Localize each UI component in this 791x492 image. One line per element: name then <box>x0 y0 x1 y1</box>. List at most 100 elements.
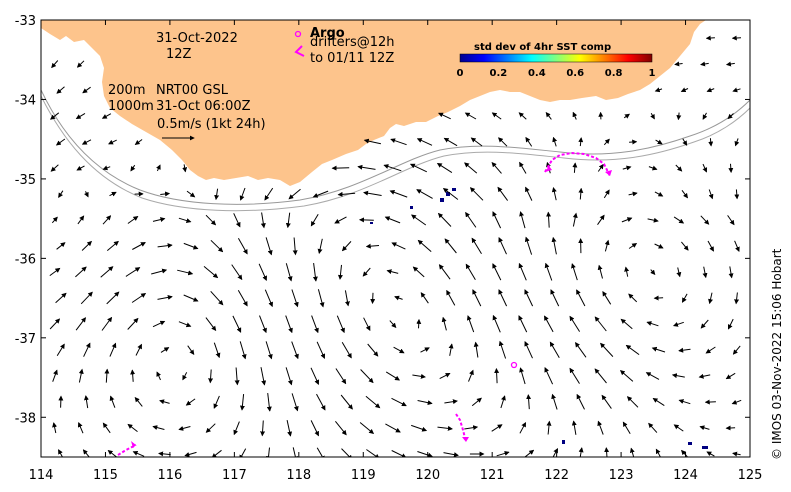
current-vector <box>390 138 407 146</box>
current-vector <box>707 240 714 252</box>
current-vector <box>491 161 502 174</box>
y-axis: -33 -34 -35 -36 -37 -38 <box>15 14 750 426</box>
current-vector <box>498 289 508 307</box>
current-vector <box>178 217 192 223</box>
current-vector <box>266 393 272 412</box>
current-vector <box>127 216 139 224</box>
y-tick-label: -34 <box>15 93 36 108</box>
current-vector <box>363 138 382 145</box>
current-vector <box>75 266 87 278</box>
colorbar-ticks: 0 0.2 0.4 0.6 0.8 1 <box>457 68 656 79</box>
current-vector <box>285 315 293 334</box>
current-vector <box>366 449 380 457</box>
current-vector <box>336 315 345 334</box>
analysis-time-label: 31-Oct 06:00Z <box>156 99 251 114</box>
drifter-markers <box>131 166 612 448</box>
current-vector <box>134 396 143 407</box>
current-vector <box>157 294 173 300</box>
colorbar-tick-label: 0 <box>457 68 464 79</box>
current-vector <box>603 189 610 199</box>
current-vector <box>208 369 214 384</box>
current-vector <box>384 216 401 224</box>
current-vector <box>549 341 560 359</box>
current-vector <box>101 113 112 119</box>
current-vector <box>335 420 347 436</box>
current-vector <box>311 315 319 334</box>
current-vector <box>213 395 220 409</box>
current-vector <box>444 399 458 405</box>
current-vector <box>127 317 139 330</box>
current-vector <box>285 367 293 386</box>
x-tick-label: 118 <box>286 468 311 483</box>
current-vector <box>647 217 659 223</box>
current-vector <box>49 318 61 330</box>
current-vector <box>438 264 451 280</box>
current-vector <box>552 447 559 457</box>
current-vector <box>264 187 274 201</box>
current-vector <box>441 316 447 331</box>
current-vector <box>182 164 188 173</box>
current-vector <box>135 343 142 356</box>
x-tick-label: 124 <box>673 468 698 483</box>
current-vector <box>655 448 661 457</box>
current-vector <box>437 212 452 227</box>
current-vector <box>465 211 477 228</box>
current-vector <box>622 165 632 171</box>
x-tick-label: 123 <box>609 468 634 483</box>
colorbar-tick-label: 1 <box>649 68 656 79</box>
current-vector <box>183 294 199 302</box>
x-tick-label: 117 <box>222 468 247 483</box>
current-vector <box>708 292 713 305</box>
current-vector <box>340 394 353 410</box>
current-vector <box>734 240 740 252</box>
current-vector <box>492 314 501 333</box>
current-vector <box>385 423 401 433</box>
colorbar-tick-label: 0.2 <box>490 68 508 79</box>
current-vector <box>526 394 532 410</box>
current-vector <box>544 367 554 385</box>
current-vector <box>496 450 510 457</box>
current-vector <box>266 447 272 457</box>
current-vector <box>109 191 117 197</box>
current-vector <box>239 341 247 360</box>
current-vector <box>698 373 711 379</box>
current-vector <box>337 264 343 280</box>
current-vector <box>603 138 610 146</box>
current-vector <box>525 136 533 147</box>
current-vector <box>655 139 663 145</box>
current-vector <box>77 422 84 434</box>
current-vector <box>621 217 633 223</box>
current-vector <box>416 189 433 199</box>
current-vector <box>417 451 433 457</box>
current-vector <box>725 61 735 67</box>
current-vector <box>706 87 715 93</box>
current-vector <box>674 61 683 67</box>
current-vector <box>239 394 245 411</box>
current-vector <box>75 317 87 331</box>
y-tick-label: -38 <box>15 411 36 426</box>
current-vector <box>519 367 526 385</box>
current-vector <box>436 162 453 174</box>
current-vector <box>628 191 638 197</box>
current-vector <box>550 289 560 307</box>
current-vector <box>500 395 506 409</box>
current-vector <box>464 162 478 174</box>
current-vector <box>187 345 195 355</box>
sst-patches <box>370 188 708 449</box>
current-vector <box>285 212 291 229</box>
current-vector <box>681 190 688 199</box>
current-vector <box>705 35 715 41</box>
current-vector <box>700 215 710 225</box>
current-vector <box>411 214 427 226</box>
current-vector <box>183 242 199 250</box>
current-vector <box>551 186 557 201</box>
current-vector <box>75 112 86 120</box>
current-vector <box>569 367 580 384</box>
current-vector <box>237 237 248 255</box>
colorbar-tick-label: 0.4 <box>528 68 546 79</box>
current-vector <box>571 420 577 435</box>
current-vector <box>291 341 299 360</box>
current-vector <box>524 236 533 255</box>
current-vector <box>625 344 640 356</box>
current-vector <box>525 186 533 201</box>
